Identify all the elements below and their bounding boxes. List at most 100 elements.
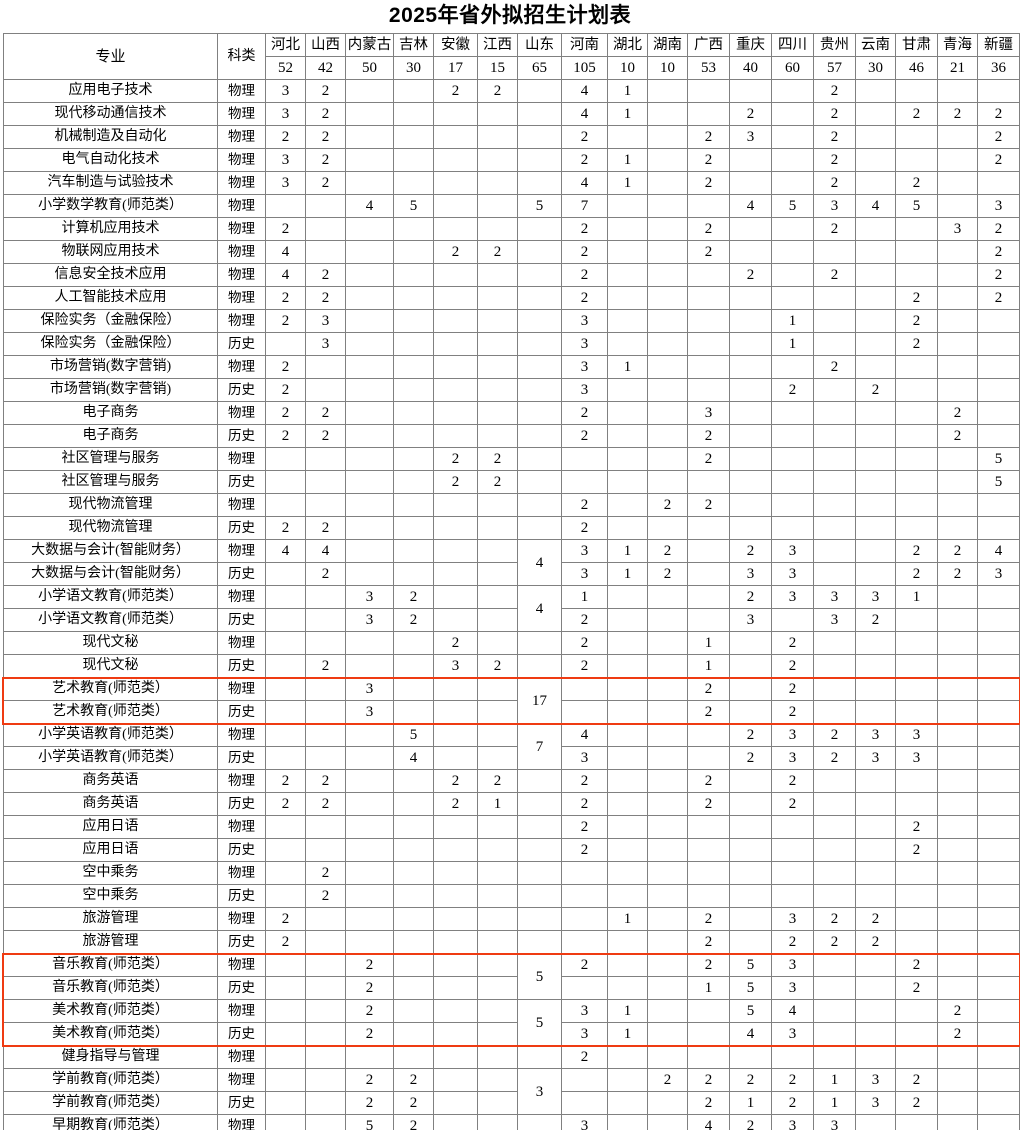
cell-value — [517, 654, 562, 678]
cell-value — [687, 999, 730, 1023]
cell-value: 2 — [687, 907, 730, 931]
cell-value: 2 — [687, 424, 730, 448]
cell-value — [265, 1022, 306, 1046]
cell-value — [345, 746, 394, 770]
cell-category: 物理 — [217, 815, 266, 839]
cell-value — [561, 907, 608, 931]
cell-value — [937, 378, 978, 402]
cell-value — [729, 884, 772, 908]
table-row: 小学语文教育(师范类） 物理 3 2 4 1 2 3 3 3 1 — [3, 585, 1020, 632]
cell-category: 历史 — [217, 700, 266, 724]
cell-value — [855, 631, 896, 655]
cell-value — [895, 884, 938, 908]
cell-value: 1 — [771, 332, 814, 356]
cell-value — [937, 447, 978, 471]
cell-value — [895, 355, 938, 379]
cell-value — [477, 884, 518, 908]
cell-value — [729, 309, 772, 333]
cell-value — [345, 1045, 394, 1069]
cell-value — [729, 930, 772, 954]
table-row: 保险实务（金融保险） 物理 2 3 3 1 2 — [3, 309, 1020, 333]
cell-value — [647, 999, 688, 1023]
cell-value: 1 — [813, 1091, 856, 1115]
cell-value: 3 — [265, 171, 306, 195]
cell-value — [895, 1045, 938, 1069]
cell-value — [895, 654, 938, 678]
cell-value — [305, 355, 346, 379]
cell-value: 3 — [265, 79, 306, 103]
table-row: 学前教育(师范类） 物理 2 2 3 2 2 2 2 1 3 2 — [3, 1068, 1020, 1115]
table-row: 音乐教育(师范类） 历史 2 1 5 3 2 — [3, 976, 1020, 1000]
cell-value — [895, 470, 938, 494]
cell-value — [977, 861, 1020, 885]
cell-value: 4 — [771, 999, 814, 1023]
cell-value — [265, 631, 306, 655]
header-province-4: 安徽 — [433, 33, 478, 57]
cell-value — [813, 953, 856, 977]
cell-value: 2 — [561, 608, 608, 632]
cell-value — [607, 1068, 648, 1092]
cell-value — [647, 240, 688, 264]
cell-value — [647, 792, 688, 816]
cell-value — [517, 1045, 562, 1069]
cell-value: 2 — [977, 286, 1020, 310]
cell-major: 音乐教育(师范类） — [3, 953, 218, 977]
cell-major: 现代物流管理 — [3, 516, 218, 540]
cell-major: 人工智能技术应用 — [3, 286, 218, 310]
cell-value — [687, 746, 730, 770]
cell-value: 2 — [895, 815, 938, 839]
cell-value — [895, 631, 938, 655]
cell-value: 1 — [729, 1091, 772, 1115]
cell-value: 2 — [561, 815, 608, 839]
cell-value: 4 — [345, 194, 394, 218]
cell-value: 2 — [771, 1091, 814, 1115]
header-province-15: 甘肃 — [895, 33, 938, 57]
cell-value — [729, 861, 772, 885]
cell-value: 5 — [345, 1114, 394, 1130]
cell-value — [607, 861, 648, 885]
cell-category: 物理 — [217, 769, 266, 793]
header-quota-15: 46 — [895, 56, 938, 80]
cell-value — [517, 838, 562, 862]
cell-value: 4 — [517, 539, 562, 586]
cell-value — [937, 309, 978, 333]
cell-value: 2 — [687, 493, 730, 517]
cell-value: 4 — [265, 539, 306, 563]
cell-value: 2 — [771, 1068, 814, 1092]
header-quota-16: 21 — [937, 56, 978, 80]
cell-value: 2 — [561, 792, 608, 816]
cell-value — [477, 355, 518, 379]
cell-value — [433, 677, 478, 701]
cell-major: 现代移动通信技术 — [3, 102, 218, 126]
cell-category: 历史 — [217, 654, 266, 678]
cell-value: 5 — [895, 194, 938, 218]
cell-value: 2 — [729, 746, 772, 770]
cell-value — [937, 723, 978, 747]
cell-major: 音乐教育(师范类） — [3, 976, 218, 1000]
cell-value — [687, 585, 730, 609]
table-row: 学前教育(师范类） 历史 2 2 2 1 2 1 3 2 — [3, 1091, 1020, 1115]
cell-value: 3 — [771, 539, 814, 563]
cell-value: 3 — [855, 723, 896, 747]
cell-value — [647, 401, 688, 425]
cell-value — [265, 562, 306, 586]
cell-value: 1 — [561, 585, 608, 609]
cell-value — [687, 861, 730, 885]
cell-value — [345, 562, 394, 586]
table-row: 应用日语 历史 2 2 — [3, 838, 1020, 862]
cell-value — [305, 608, 346, 632]
cell-value — [345, 654, 394, 678]
cell-value — [977, 608, 1020, 632]
cell-value: 1 — [607, 171, 648, 195]
cell-value — [895, 148, 938, 172]
cell-value — [607, 746, 648, 770]
cell-value — [393, 148, 434, 172]
cell-value — [477, 424, 518, 448]
header-quota-11: 40 — [729, 56, 772, 80]
cell-value — [477, 309, 518, 333]
cell-value — [607, 125, 648, 149]
header-province-12: 四川 — [771, 33, 814, 57]
cell-value — [855, 999, 896, 1023]
cell-value: 4 — [265, 240, 306, 264]
